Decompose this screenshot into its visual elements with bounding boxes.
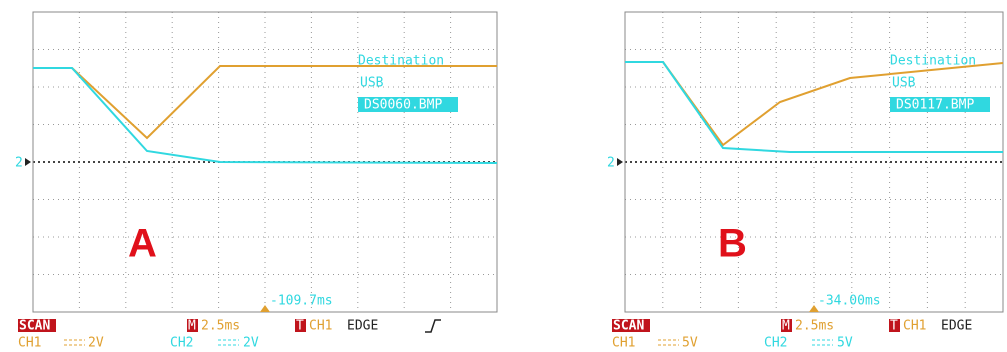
ch1-label: CH1: [18, 336, 41, 351]
destination-label: Destination: [890, 54, 976, 69]
edge-icon: [425, 320, 441, 332]
trigger-type: EDGE: [347, 319, 378, 334]
panel-label: A: [128, 222, 157, 266]
usb-label: USB: [360, 76, 384, 91]
ch1-label: CH1: [612, 336, 635, 351]
file-name: DS0060.BMP: [364, 98, 442, 113]
channel-marker: 2: [15, 156, 23, 171]
ch2-scale: 5V: [837, 336, 853, 351]
mode: SCAN: [613, 319, 644, 334]
trigger-offset: -34.00ms: [818, 294, 881, 309]
ch2-label: CH2: [170, 336, 193, 351]
timebase-marker: M: [782, 319, 790, 334]
ch1-scale: 2V: [88, 336, 104, 351]
dc-icon: [218, 340, 239, 345]
panel-label: B: [718, 222, 747, 266]
dc-icon: [658, 340, 679, 345]
dc-icon: [812, 340, 833, 345]
trigger-arrow: [260, 305, 270, 312]
channel-arrow: [25, 158, 31, 166]
trigger-source: CH1: [309, 319, 332, 334]
channel-arrow: [617, 158, 623, 166]
trigger-marker: T: [296, 319, 304, 334]
ch1-scale: 5V: [682, 336, 698, 351]
destination-label: Destination: [358, 54, 444, 69]
ch2-scale: 2V: [243, 336, 259, 351]
timebase-marker: M: [188, 319, 196, 334]
ch2-label: CH2: [764, 336, 787, 351]
dc-icon: [64, 340, 85, 345]
mode: SCAN: [19, 319, 50, 334]
file-name: DS0117.BMP: [896, 98, 974, 113]
trigger-offset: -109.7ms: [270, 294, 333, 309]
trigger-source: CH1: [903, 319, 926, 334]
timebase: 2.5ms: [201, 319, 240, 334]
scope-screenshots: 2DestinationUSBDS0060.BMP-109.7msASCANM2…: [0, 0, 1007, 352]
usb-label: USB: [892, 76, 916, 91]
trigger-type: EDGE: [941, 319, 972, 334]
trigger-marker: T: [890, 319, 898, 334]
timebase: 2.5ms: [795, 319, 834, 334]
channel-marker: 2: [607, 156, 615, 171]
